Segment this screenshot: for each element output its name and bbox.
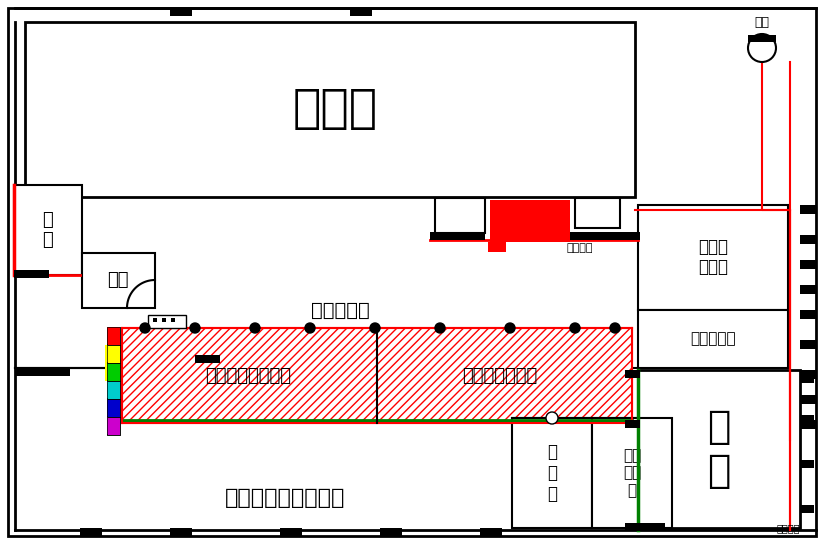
Text: 建筑物: 建筑物 bbox=[293, 88, 377, 133]
Circle shape bbox=[748, 34, 776, 62]
Bar bbox=[625, 370, 640, 378]
Bar bbox=[480, 528, 502, 536]
Bar bbox=[800, 375, 814, 383]
Bar bbox=[800, 420, 816, 429]
Bar bbox=[107, 327, 120, 344]
Bar bbox=[107, 345, 120, 363]
Bar bbox=[15, 368, 70, 376]
Bar bbox=[800, 310, 816, 319]
Bar bbox=[638, 370, 800, 528]
Bar bbox=[170, 8, 192, 16]
Bar bbox=[380, 528, 402, 536]
Bar bbox=[80, 528, 102, 536]
Bar bbox=[638, 205, 788, 310]
Bar bbox=[107, 345, 120, 363]
Text: 总电: 总电 bbox=[755, 15, 770, 28]
Text: 施工现场平面布置图: 施工现场平面布置图 bbox=[225, 488, 345, 508]
Bar bbox=[107, 417, 120, 435]
Bar bbox=[162, 318, 166, 322]
Bar bbox=[107, 363, 120, 381]
Bar bbox=[82, 253, 155, 308]
Bar bbox=[14, 185, 82, 275]
Text: 材料码放区: 材料码放区 bbox=[691, 331, 736, 347]
Bar bbox=[170, 528, 192, 536]
Bar bbox=[107, 363, 120, 380]
Text: 办公室（办公室）: 办公室（办公室） bbox=[205, 367, 291, 385]
Circle shape bbox=[546, 412, 558, 424]
Bar bbox=[107, 399, 120, 417]
Bar bbox=[107, 417, 120, 435]
Bar bbox=[14, 270, 49, 278]
Bar bbox=[592, 418, 672, 528]
Bar bbox=[107, 399, 120, 416]
Bar bbox=[575, 198, 620, 228]
Text: 木工棚
加工区: 木工棚 加工区 bbox=[698, 238, 728, 276]
Text: 安全通道: 安全通道 bbox=[567, 243, 593, 253]
Bar bbox=[430, 232, 485, 240]
Bar bbox=[800, 460, 814, 468]
Bar bbox=[107, 327, 120, 345]
Bar bbox=[107, 345, 120, 362]
Bar bbox=[153, 318, 157, 322]
Bar bbox=[490, 200, 570, 242]
Bar bbox=[488, 242, 506, 252]
Circle shape bbox=[370, 323, 380, 333]
Bar bbox=[148, 315, 186, 328]
Bar bbox=[107, 417, 120, 435]
Bar bbox=[122, 328, 632, 423]
Bar bbox=[195, 355, 220, 363]
Circle shape bbox=[305, 323, 315, 333]
Bar bbox=[107, 381, 120, 399]
Bar bbox=[800, 340, 816, 349]
Bar bbox=[800, 395, 816, 404]
Bar bbox=[350, 8, 372, 16]
Circle shape bbox=[140, 323, 150, 333]
Bar bbox=[107, 399, 120, 417]
Text: 洗
澡
间: 洗 澡 间 bbox=[547, 443, 557, 503]
Bar bbox=[107, 345, 120, 363]
Bar bbox=[570, 232, 640, 240]
Bar bbox=[107, 363, 120, 381]
Bar bbox=[107, 327, 120, 345]
Bar bbox=[625, 420, 640, 428]
Text: 生活区（宿舍）: 生活区（宿舍） bbox=[462, 367, 537, 385]
Bar bbox=[105, 345, 122, 381]
Circle shape bbox=[190, 323, 200, 333]
Bar bbox=[107, 327, 120, 345]
Bar bbox=[625, 523, 665, 531]
Bar bbox=[638, 310, 788, 368]
Text: 施工砼路面: 施工砼路面 bbox=[311, 300, 369, 319]
Bar bbox=[800, 235, 816, 244]
Bar bbox=[107, 381, 120, 399]
Bar bbox=[107, 399, 120, 417]
Bar bbox=[800, 505, 814, 513]
Bar bbox=[107, 381, 120, 398]
Text: 厕
所: 厕 所 bbox=[43, 211, 54, 249]
Bar bbox=[25, 22, 635, 197]
Bar bbox=[800, 285, 816, 294]
Bar bbox=[435, 198, 485, 233]
Text: 门卫: 门卫 bbox=[107, 271, 129, 289]
Circle shape bbox=[570, 323, 580, 333]
Text: 餐厅
吸烟
室: 餐厅 吸烟 室 bbox=[623, 448, 641, 498]
Bar bbox=[107, 417, 120, 434]
Circle shape bbox=[435, 323, 445, 333]
Bar bbox=[280, 528, 302, 536]
Circle shape bbox=[250, 323, 260, 333]
Bar bbox=[512, 418, 592, 528]
Bar bbox=[748, 35, 776, 42]
Text: 沪建委印: 沪建委印 bbox=[776, 523, 800, 533]
Text: 食
堂: 食 堂 bbox=[707, 408, 731, 490]
Bar bbox=[800, 370, 816, 379]
Circle shape bbox=[505, 323, 515, 333]
Bar bbox=[800, 415, 814, 423]
Bar bbox=[171, 318, 175, 322]
Bar bbox=[107, 363, 120, 381]
Circle shape bbox=[610, 323, 620, 333]
Bar bbox=[107, 381, 120, 399]
Bar bbox=[800, 260, 816, 269]
Bar bbox=[800, 205, 816, 214]
